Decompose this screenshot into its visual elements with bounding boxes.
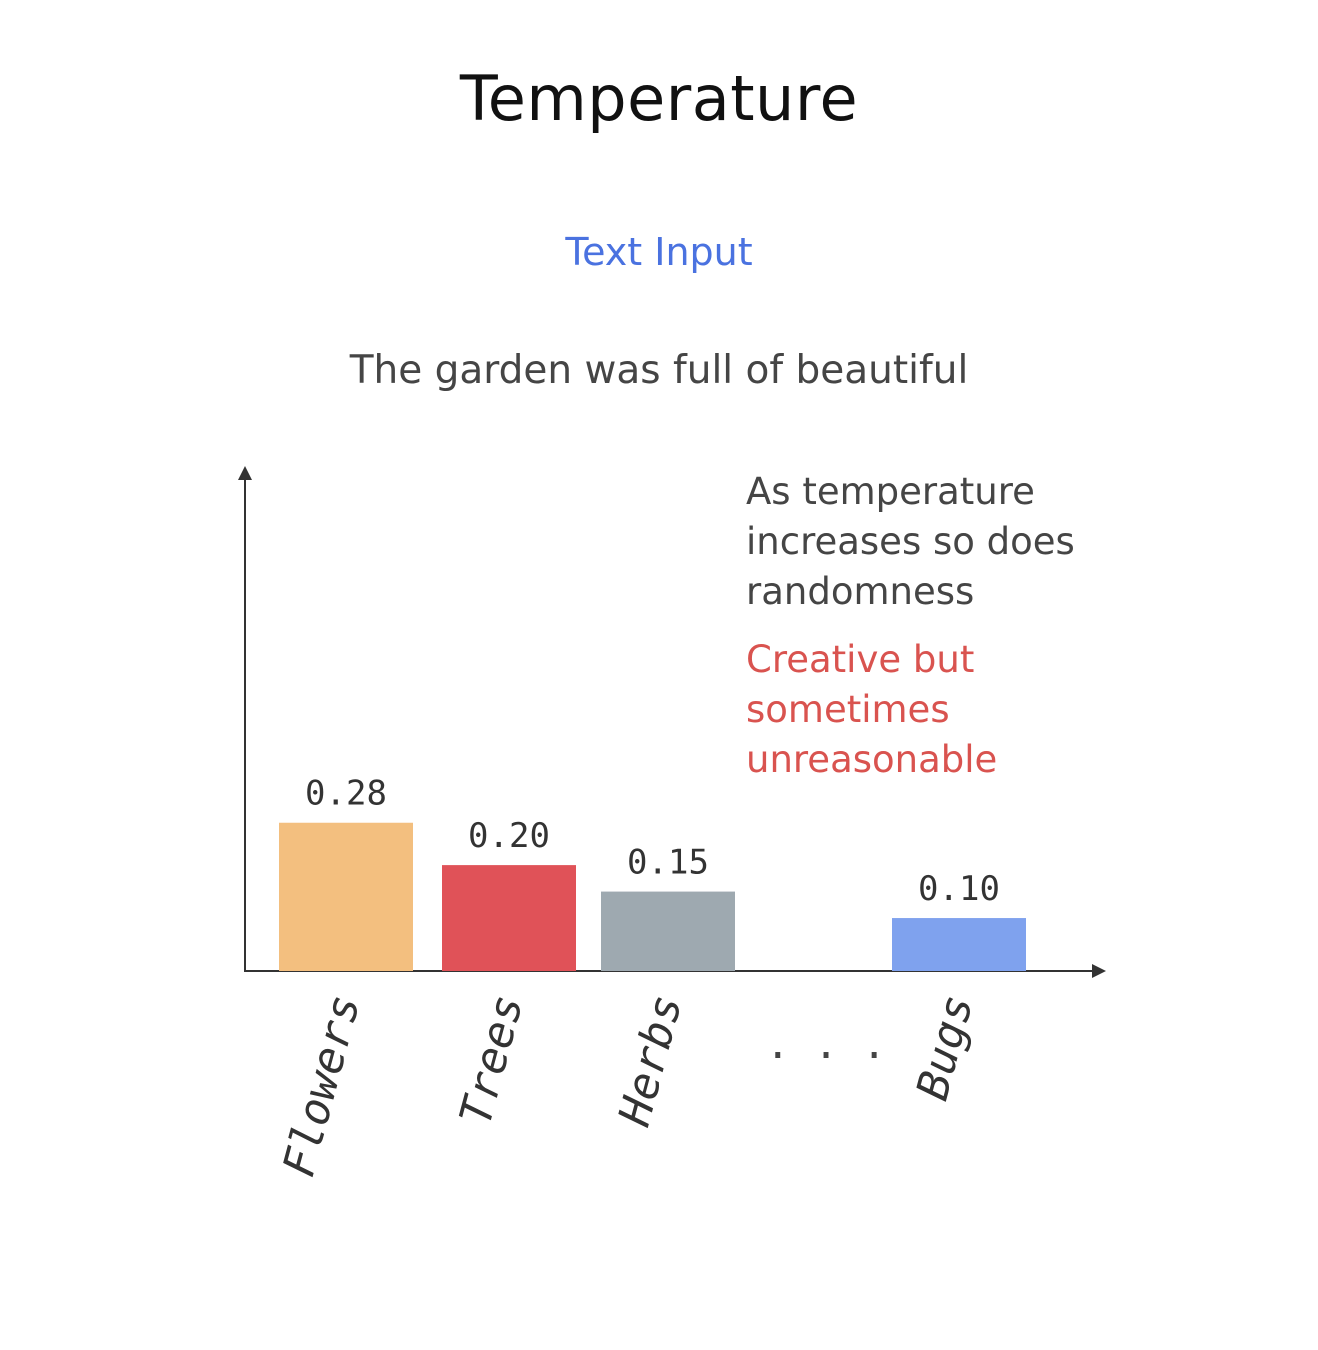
tick-label-bugs: Bugs [907, 990, 984, 1106]
highlight-line-3: unreasonable [746, 738, 998, 781]
tick-label-trees: Trees [450, 990, 534, 1131]
text-input-label: Text Input [565, 230, 753, 274]
tick-label-flowers: Flowers [273, 990, 370, 1182]
bar-flowers [279, 822, 413, 971]
prompt-text: The garden was full of beautiful [349, 348, 969, 393]
temperature-annotation: As temperature increases so does randomn… [746, 467, 1075, 617]
value-label-herbs: 0.15 [627, 843, 709, 883]
value-label-trees: 0.20 [468, 816, 550, 856]
highlight-line-1: Creative but [746, 638, 975, 681]
tick-label-herbs: Herbs [609, 990, 693, 1132]
bars-group: 0.28 Flowers 0.20 Trees 0.15 Herbs 0.10 Bugs [273, 774, 1026, 1182]
y-axis-arrow [238, 466, 252, 480]
annotation-line-2: increases so does [746, 520, 1075, 563]
value-label-flowers: 0.28 [305, 774, 387, 814]
value-label-bugs: 0.10 [918, 869, 1000, 909]
bar-herbs [601, 891, 735, 971]
annotation-line-3: randomness [746, 570, 975, 613]
annotation-line-1: As temperature [746, 470, 1035, 513]
chart-title: Temperature [459, 62, 859, 135]
bar-trees [442, 865, 576, 971]
bar-bugs [892, 918, 1026, 971]
highlight-annotation: Creative but sometimes unreasonable [746, 635, 997, 785]
highlight-line-2: sometimes [746, 688, 950, 731]
x-axis-arrow [1092, 964, 1106, 978]
category-ellipsis: . . . [766, 1022, 886, 1068]
